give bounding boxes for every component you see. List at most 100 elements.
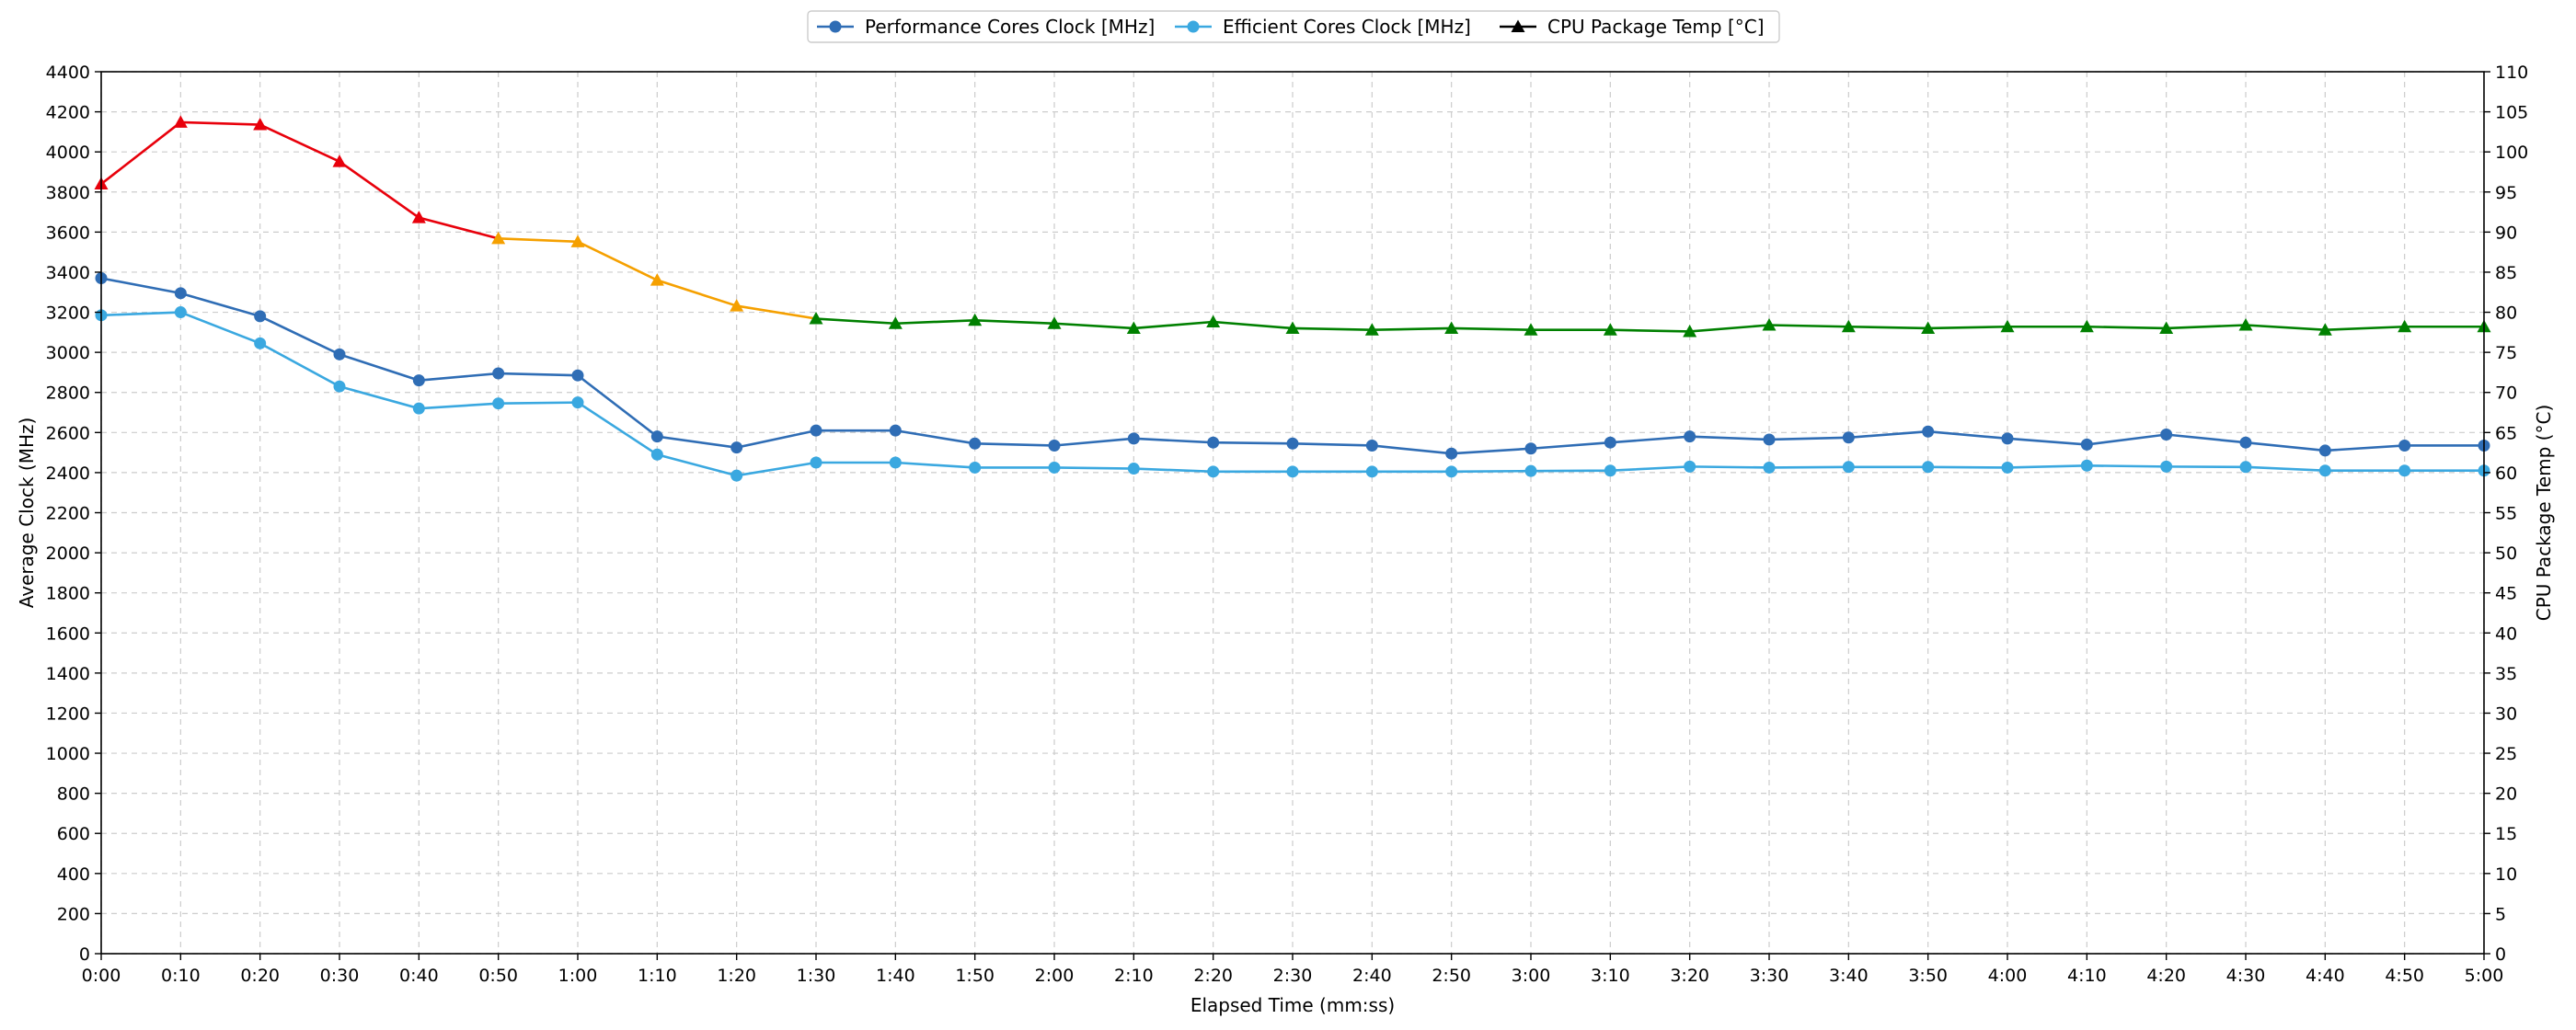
y-tick-label: 2800 — [46, 383, 90, 404]
temp-point — [1921, 321, 1936, 334]
y-tick-label: 3800 — [46, 183, 90, 203]
axis-ticks: 0:00 0:10 0:20 0:30 0:40 0:50 1:00 1:10 1:20 1:30… — [46, 63, 2529, 986]
temp-point — [491, 231, 506, 245]
x-tick-label: 0:50 — [478, 966, 518, 986]
series-point — [412, 374, 425, 387]
temp-line-segment — [180, 120, 260, 126]
series-point — [1365, 465, 1378, 478]
y-tick-label: 3400 — [46, 263, 90, 283]
y-tick-label: 0 — [79, 944, 90, 965]
temp-point — [1762, 317, 1777, 331]
series-point — [1524, 442, 1537, 455]
x-tick-label: 0:20 — [240, 966, 280, 986]
series-point — [571, 396, 584, 409]
x-tick-label: 0:30 — [320, 966, 360, 986]
x-tick-label: 4:10 — [2067, 966, 2107, 986]
y2-tick-label: 25 — [2495, 744, 2517, 764]
y2-tick-label: 5 — [2495, 904, 2506, 924]
y2-tick-label: 15 — [2495, 824, 2517, 844]
y2-tick-label: 40 — [2495, 624, 2517, 644]
series-point — [492, 397, 505, 410]
y2-tick-label: 80 — [2495, 303, 2517, 324]
series-point — [1445, 447, 1458, 460]
series-point — [1763, 433, 1776, 446]
series-point — [1127, 463, 1140, 475]
y-tick-label: 800 — [57, 784, 90, 805]
legend-box — [807, 10, 1780, 43]
y-tick-label: 1800 — [46, 584, 90, 604]
temp-line-segment — [2087, 325, 2167, 330]
legend-marker — [1187, 20, 1200, 33]
temp-point — [1603, 323, 1617, 336]
temp-line-segment — [339, 160, 420, 219]
series-point — [2239, 436, 2252, 449]
temp-point — [1285, 321, 1300, 334]
temp-line-segment — [1768, 324, 1849, 328]
temp-point — [253, 118, 268, 131]
series-point — [2239, 461, 2252, 474]
y2-tick-label: 10 — [2495, 864, 2517, 885]
x-tick-label: 4:00 — [1988, 966, 2028, 986]
temp-point — [809, 312, 823, 325]
y-tick-label: 1200 — [46, 704, 90, 724]
series-point — [1286, 465, 1299, 478]
y-tick-label: 3200 — [46, 303, 90, 324]
temp-line-segment — [1292, 326, 1373, 332]
series-point — [730, 469, 743, 482]
temp-line-segment — [815, 317, 896, 326]
temp-point — [730, 299, 744, 312]
series-point — [174, 287, 187, 300]
temp-point — [1444, 321, 1459, 334]
temp-line-segment — [974, 318, 1055, 326]
series-point — [650, 448, 663, 461]
x-tick-label: 2:00 — [1035, 966, 1075, 986]
x-tick-label: 4:40 — [2306, 966, 2345, 986]
series-point — [1684, 430, 1696, 443]
legend-item: Efficient Cores Clock [MHz] — [1175, 16, 1471, 38]
y2-tick-label: 45 — [2495, 584, 2517, 604]
y2-tick-label: 75 — [2495, 343, 2517, 363]
series-point — [1604, 464, 1616, 477]
x-tick-label: 3:00 — [1512, 966, 1551, 986]
temp-line-segment — [419, 216, 499, 240]
temp-line-segment — [1689, 324, 1770, 333]
y2-tick-label: 35 — [2495, 664, 2517, 684]
series-point — [1524, 464, 1537, 477]
y2-tick-label: 100 — [2495, 143, 2528, 163]
y2-tick-label: 65 — [2495, 423, 2517, 443]
x-tick-label: 3:20 — [1670, 966, 1709, 986]
y-axis-left-label: Average Clock (MHz) — [16, 418, 38, 609]
x-tick-label: 1:10 — [638, 966, 677, 986]
temp-point — [1206, 315, 1221, 328]
series-point — [2080, 438, 2093, 451]
y-tick-label: 2600 — [46, 423, 90, 443]
series-point — [2160, 460, 2173, 473]
temp-line-segment — [2245, 324, 2326, 332]
x-tick-label: 2:40 — [1352, 966, 1392, 986]
temp-point — [1524, 323, 1538, 336]
series-point — [730, 441, 743, 454]
x-tick-label: 1:40 — [876, 966, 915, 986]
series-point — [1365, 439, 1378, 452]
y2-tick-label: 0 — [2495, 944, 2506, 965]
legend-label: CPU Package Temp [°C] — [1547, 16, 1765, 38]
x-tick-label: 1:20 — [717, 966, 756, 986]
series-point — [333, 348, 346, 360]
series-point — [969, 461, 982, 474]
y-tick-label: 4000 — [46, 143, 90, 163]
series-point — [2398, 464, 2411, 477]
temp-point — [1841, 319, 1856, 333]
series-1 — [95, 306, 2490, 482]
y2-tick-label: 30 — [2495, 704, 2517, 724]
x-tick-label: 5:00 — [2465, 966, 2504, 986]
temp-point — [2238, 317, 2253, 331]
temp-point — [1047, 316, 1062, 329]
x-tick-label: 3:40 — [1829, 966, 1869, 986]
temp-point — [1364, 323, 1379, 336]
series-point — [254, 310, 267, 323]
temp-line-segment — [100, 120, 182, 186]
temp-line-segment — [736, 304, 817, 320]
series-point — [1922, 461, 1935, 474]
temp-line-segment — [2166, 324, 2247, 330]
